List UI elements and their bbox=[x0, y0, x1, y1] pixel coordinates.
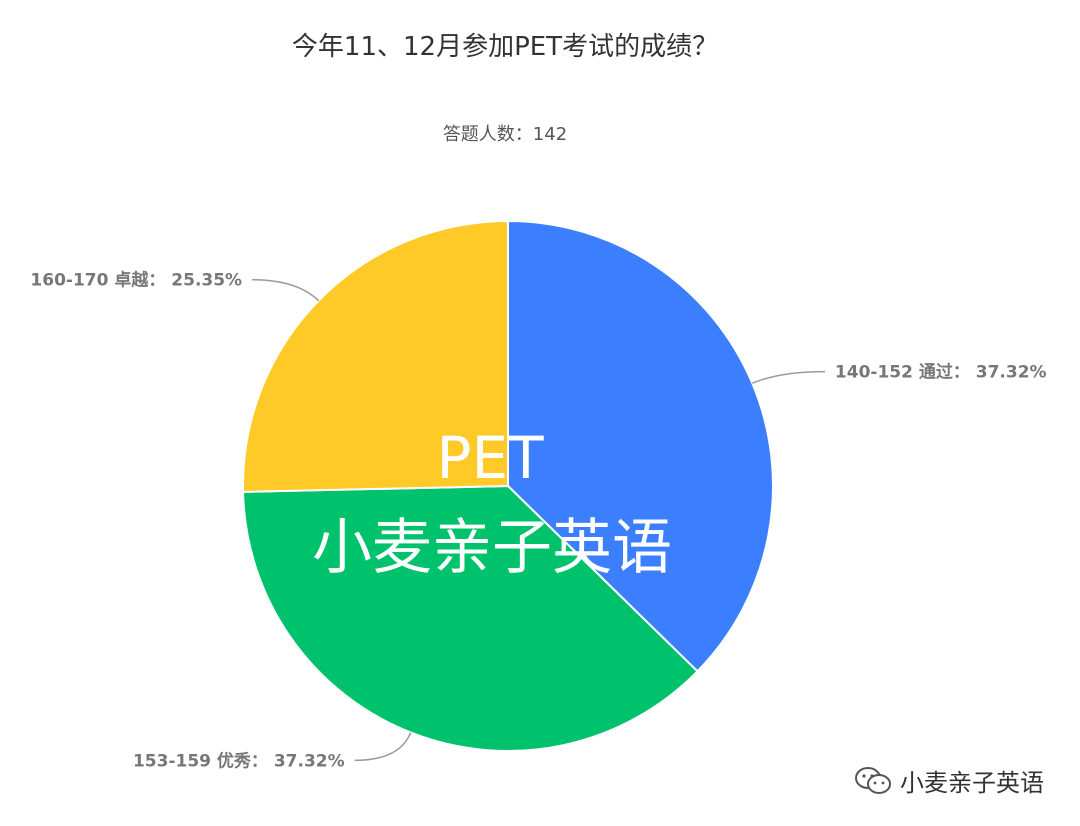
slice-label-2: 160-170 卓越： 25.35% bbox=[30, 270, 242, 291]
watermark-brand: 小麦亲子英语 bbox=[312, 513, 672, 583]
wechat-icon bbox=[855, 766, 891, 794]
chart-title: 今年11、12月参加PET考试的成绩？ bbox=[291, 32, 719, 62]
slice-label-0: 140-152 通过： 37.32% bbox=[835, 363, 1047, 383]
leader-line-1 bbox=[354, 732, 412, 762]
leader-line-2 bbox=[252, 278, 320, 302]
watermark-pet: PET bbox=[436, 424, 544, 492]
slice-label-1: 153-159 优秀： 37.32% bbox=[133, 750, 345, 771]
leader-line-0 bbox=[751, 370, 825, 384]
chart-subtitle: 答题人数：142 bbox=[442, 124, 568, 145]
footer-brand: 小麦亲子英语 bbox=[854, 763, 1044, 798]
pie-slice-2 bbox=[242, 219, 509, 493]
footer-brand-text: 小麦亲子英语 bbox=[900, 769, 1044, 797]
